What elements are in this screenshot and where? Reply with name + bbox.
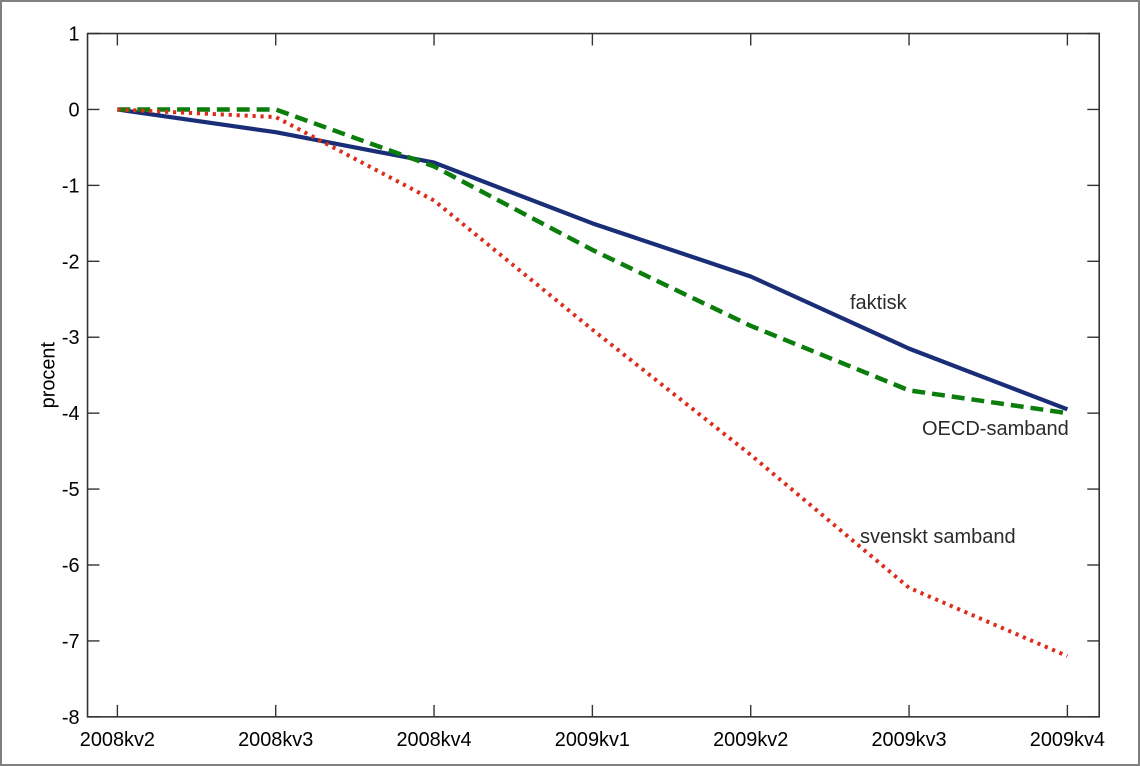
plot-box <box>86 32 1101 718</box>
series-line-0 <box>117 107 1069 412</box>
y-tick-label: -3 <box>62 327 80 349</box>
series-line-1 <box>117 107 1068 416</box>
y-tick-label: -8 <box>62 707 80 729</box>
series-line-2 <box>117 107 1069 658</box>
y-tick-label: -5 <box>62 479 80 501</box>
x-tick-label: 2008kv3 <box>238 729 313 751</box>
y-tick-label: 0 <box>69 99 80 121</box>
y-tick-label: -6 <box>62 555 80 577</box>
series-label-faktisk: faktisk <box>850 292 907 314</box>
x-tick-label: 2009kv4 <box>1030 729 1105 751</box>
x-tick-label: 2008kv4 <box>396 729 471 751</box>
y-tick-label: -7 <box>62 631 80 653</box>
x-tick-label: 2009kv2 <box>713 729 788 751</box>
series-label-oecd-samband: OECD-samband <box>922 418 1069 440</box>
y-axis-label: procent <box>38 342 60 409</box>
series-label-svenskt-samband: svenskt samband <box>860 526 1016 548</box>
y-tick-label: -1 <box>62 175 80 197</box>
x-tick-label: 2009kv3 <box>871 729 946 751</box>
y-tick-label: 1 <box>69 23 80 45</box>
y-tick-label: -2 <box>62 251 80 273</box>
x-tick-label: 2008kv2 <box>80 729 155 751</box>
y-tick-label: -4 <box>62 403 80 425</box>
x-tick-label: 2009kv1 <box>555 729 630 751</box>
